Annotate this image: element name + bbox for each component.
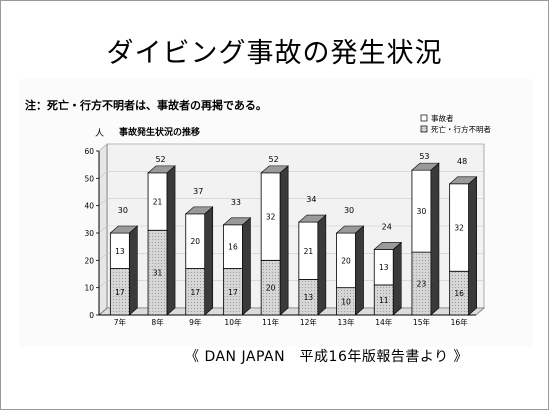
bar-value-label: 20 — [266, 284, 276, 293]
x-category-label: 8年 — [151, 317, 164, 327]
bar-value-label: 31 — [153, 269, 163, 278]
bar-top-face — [222, 217, 252, 226]
bar-value-label: 16 — [454, 289, 464, 298]
gridline-diag — [98, 143, 108, 152]
x-category-label: 12年 — [300, 317, 318, 327]
chart-title: 事故発生状況の推移 — [119, 126, 200, 138]
bar-side-face — [430, 162, 440, 316]
bar-value-label: 17 — [190, 288, 200, 297]
bar-total-label: 37 — [193, 187, 203, 196]
bar-value-label: 32 — [266, 213, 276, 222]
bar-value-label: 30 — [417, 207, 427, 216]
bar-value-label: 13 — [304, 293, 314, 302]
bar-value-label: 21 — [153, 198, 163, 207]
bar-value-label: 20 — [190, 237, 200, 246]
x-category-label: 15年 — [413, 317, 431, 327]
gridline-diag — [98, 280, 108, 288]
chart-note: 注：死亡・行方不明者は、事故者の再掲である。 — [25, 99, 267, 112]
source-citation: 《 DAN JAPAN 平成16年版報告書より 》 — [185, 349, 469, 365]
bar-side-face — [468, 176, 477, 316]
bar-value-label: 32 — [454, 224, 464, 233]
legend-label: 死亡・行方不明者 — [431, 124, 491, 134]
x-category-label: 13年 — [338, 317, 356, 327]
bar-top-face — [147, 165, 176, 174]
bar-value-label: 13 — [115, 247, 125, 256]
bar-side-face — [166, 165, 176, 316]
y-tick-label: 40 — [84, 202, 94, 211]
bar-top-face — [260, 165, 289, 174]
chart-labels: 事故発生状況の推移 人 17 13 30 7年 31 21 52 8年 17 20 37 9年 17 16… — [95, 126, 468, 327]
bar-total-label: 33 — [231, 198, 241, 207]
bar-side-face — [242, 217, 251, 316]
slide-title: ダイビング事故の発生状況 — [106, 38, 443, 69]
bar-side-face — [355, 225, 364, 316]
bar-value-label: 11 — [379, 296, 389, 305]
bar-side-face — [129, 225, 138, 316]
x-category-label: 14年 — [375, 317, 393, 327]
chart-bars — [109, 162, 478, 316]
y-axis-unit: 人 — [95, 128, 104, 139]
bar-total-label: 30 — [344, 206, 354, 215]
legend-swatch — [420, 125, 428, 133]
bar-top-face — [373, 242, 403, 250]
bar-top-face — [411, 162, 440, 171]
x-category-label: 16年 — [451, 317, 469, 327]
bar-value-label: 17 — [228, 288, 238, 297]
bar-total-label: 52 — [155, 155, 165, 164]
bar-value-label: 13 — [379, 263, 389, 272]
y-tick-label: 0 — [89, 311, 94, 320]
bar-value-label: 10 — [341, 297, 351, 306]
bar-top-face — [335, 225, 365, 234]
legend-label: 事故者 — [431, 113, 454, 123]
bar-value-label: 21 — [304, 247, 314, 256]
x-category-label: 7年 — [114, 317, 127, 327]
y-tick-label: 60 — [84, 147, 94, 156]
bar-side-face — [317, 214, 327, 316]
bar-top-face — [109, 225, 139, 234]
bar-value-label: 20 — [341, 256, 351, 265]
y-tick-label: 20 — [84, 256, 94, 265]
gridline-diag — [98, 198, 108, 206]
bar-total-label: 53 — [419, 152, 429, 161]
bar-top-face — [448, 176, 478, 185]
bar-total-label: 48 — [457, 157, 467, 166]
bar-side-face — [392, 241, 402, 316]
bar-side-face — [204, 206, 214, 316]
bar-total-label: 24 — [382, 222, 392, 231]
bar-value-label: 17 — [115, 288, 125, 297]
bar-total-label: 34 — [306, 195, 316, 204]
gridline-diag — [98, 253, 108, 261]
y-tick-label: 30 — [84, 229, 94, 238]
x-category-label: 11年 — [262, 317, 280, 327]
bar-total-label: 52 — [269, 155, 279, 164]
gridline-diag — [98, 225, 108, 234]
bar-top-face — [298, 214, 327, 223]
y-tick-label: 50 — [84, 174, 94, 183]
legend-swatch — [420, 114, 428, 122]
bar-top-face — [184, 206, 214, 215]
gridline-diag — [98, 171, 108, 179]
x-category-label: 10年 — [224, 317, 242, 327]
bar-total-label: 30 — [118, 206, 128, 215]
bar-side-face — [279, 165, 289, 316]
bar-value-label: 16 — [228, 243, 238, 252]
y-tick-label: 10 — [84, 284, 94, 293]
bar-value-label: 23 — [417, 280, 427, 289]
x-category-label: 9年 — [189, 317, 202, 327]
